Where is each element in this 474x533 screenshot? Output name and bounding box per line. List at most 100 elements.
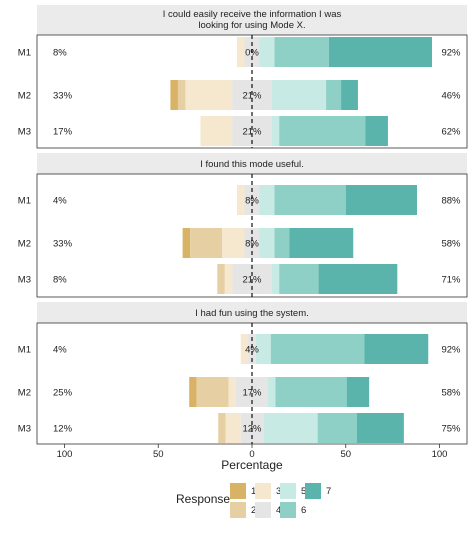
- panel-strip: [37, 5, 467, 35]
- legend-title: Response: [176, 492, 230, 506]
- bar-segment-level-7: [346, 377, 370, 407]
- bar-segment-level-7: [341, 80, 358, 110]
- center-percent: 21%: [242, 127, 262, 138]
- row-label: M3: [18, 424, 31, 435]
- row-label: M1: [18, 345, 31, 356]
- right-percent: 88%: [441, 196, 461, 207]
- bar-segment-level-6: [279, 116, 366, 146]
- panel-title-line: I had fun using the system.: [195, 308, 309, 319]
- x-tick-label: 0: [249, 449, 254, 460]
- panel-title: I had fun using the system.: [195, 308, 309, 319]
- right-percent: 58%: [441, 239, 461, 250]
- row-label: M3: [18, 275, 31, 286]
- bar-segment-level-7: [289, 228, 354, 258]
- legend-swatch-level-7: [305, 483, 321, 499]
- left-percent: 33%: [53, 239, 73, 250]
- row-label: M1: [18, 48, 31, 59]
- bar-segment-level-6: [279, 264, 319, 294]
- center-percent: 8%: [245, 196, 259, 207]
- legend: Response 1 2 3 4 5 6 7: [176, 483, 331, 518]
- legend-swatch-level-4: [255, 502, 271, 518]
- right-percent: 62%: [441, 127, 461, 138]
- right-percent: 46%: [441, 91, 461, 102]
- left-percent: 4%: [53, 196, 67, 207]
- right-percent: 75%: [441, 424, 461, 435]
- bar-segment-level-3: [240, 334, 249, 364]
- bar-segment-level-1: [182, 228, 191, 258]
- legend-label: 2: [251, 505, 256, 516]
- bar-segment-level-1: [170, 80, 178, 110]
- bar-segment-level-6: [274, 37, 329, 67]
- bar-segment-level-6: [317, 413, 357, 443]
- row-label: M1: [18, 196, 31, 207]
- row-M3: M3 8% 21% 71%: [18, 264, 461, 294]
- left-percent: 33%: [53, 91, 73, 102]
- legend-swatch-level-5: [280, 483, 296, 499]
- bar-segment-level-7: [364, 334, 429, 364]
- panel-title-line: looking for using Mode X.: [198, 20, 305, 31]
- bar-segment-level-3: [224, 264, 233, 294]
- x-tick-label: 50: [340, 449, 351, 460]
- left-percent: 4%: [53, 345, 67, 356]
- legend-label: 3: [276, 486, 281, 497]
- left-percent: 25%: [53, 388, 73, 399]
- bar-segment-level-2: [190, 228, 222, 258]
- bar-segment-level-7: [357, 413, 404, 443]
- right-percent: 92%: [441, 48, 461, 59]
- legend-label: 5: [301, 486, 306, 497]
- legend-label: 4: [276, 505, 281, 516]
- row-M1: M1 8% 0% 92%: [18, 37, 461, 67]
- legend-swatch-level-3: [255, 483, 271, 499]
- bar-segment-level-4: [248, 334, 256, 364]
- bar-segment-level-7: [318, 264, 398, 294]
- bar-segment-level-2: [218, 413, 226, 443]
- x-axis: 100 50 0 50 100: [57, 444, 448, 460]
- bar-segment-level-1: [189, 377, 197, 407]
- legend-swatch-level-2: [230, 502, 246, 518]
- bar-segment-level-2: [196, 377, 229, 407]
- bar-segment-level-4: [244, 228, 260, 258]
- bar-segment-level-4: [244, 185, 260, 215]
- x-tick-label: 100: [57, 449, 73, 460]
- panel-2: I found this mode useful. M1 4% 8% 88% M2 33% 8…: [18, 153, 468, 298]
- bar-segment-level-5: [267, 377, 276, 407]
- bar-segment-level-3: [200, 116, 233, 146]
- panel-title-line: I found this mode useful.: [200, 159, 304, 170]
- x-tick-label: 100: [432, 449, 448, 460]
- row-M1: M1 4% 8% 88%: [18, 185, 461, 215]
- row-M3: M3 17% 21% 62%: [18, 116, 461, 146]
- panel-1: I could easily receive the information I…: [18, 5, 468, 149]
- bar-segment-level-3: [185, 80, 233, 110]
- right-percent: 92%: [441, 345, 461, 356]
- bar-segment-level-5: [271, 264, 280, 294]
- row-label: M2: [18, 91, 31, 102]
- row-M1: M1 4% 4% 92%: [18, 334, 461, 364]
- panel-strip: [37, 302, 467, 323]
- legend-swatch-level-1: [230, 483, 246, 499]
- bar-segment-level-6: [275, 377, 347, 407]
- bar-segment-level-3: [225, 413, 241, 443]
- panels: I could easily receive the information I…: [18, 5, 468, 445]
- bar-segment-level-5: [271, 116, 280, 146]
- bar-segment-level-5: [259, 228, 275, 258]
- panel-3: I had fun using the system. M1 4% 4% 92% M2 25…: [18, 302, 468, 445]
- bar-segment-level-3: [222, 228, 245, 258]
- left-percent: 8%: [53, 275, 67, 286]
- bar-segment-level-5: [255, 334, 271, 364]
- row-label: M3: [18, 127, 31, 138]
- bar-segment-level-2: [217, 264, 225, 294]
- row-M3: M3 12% 12% 75%: [18, 413, 461, 443]
- left-percent: 17%: [53, 127, 73, 138]
- bar-segment-level-5: [259, 37, 275, 67]
- legend-label: 6: [301, 505, 306, 516]
- legend-swatch-level-6: [280, 502, 296, 518]
- bar-segment-level-3: [237, 185, 245, 215]
- right-percent: 58%: [441, 388, 461, 399]
- left-percent: 12%: [53, 424, 73, 435]
- bar-segment-level-5: [259, 185, 275, 215]
- bar-segment-level-6: [326, 80, 342, 110]
- panel-strip: [37, 153, 467, 174]
- center-percent: 21%: [242, 91, 262, 102]
- bar-segment-level-3: [237, 37, 245, 67]
